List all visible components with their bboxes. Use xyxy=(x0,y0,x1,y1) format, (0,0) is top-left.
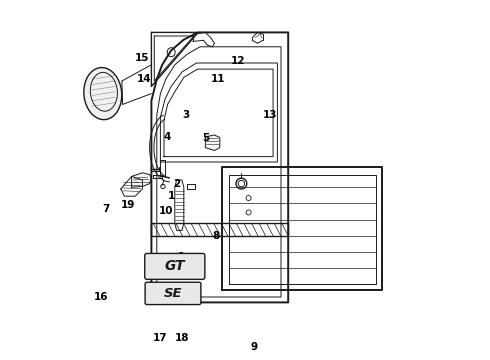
Text: 9: 9 xyxy=(250,342,258,352)
Ellipse shape xyxy=(84,68,122,120)
Text: 16: 16 xyxy=(94,292,108,302)
Text: 8: 8 xyxy=(213,231,220,241)
Text: 1: 1 xyxy=(168,191,175,201)
Text: 14: 14 xyxy=(137,74,151,84)
Text: SE: SE xyxy=(164,287,182,300)
Text: 3: 3 xyxy=(182,110,189,120)
Text: 18: 18 xyxy=(175,333,189,343)
Text: 2: 2 xyxy=(173,179,180,189)
FancyBboxPatch shape xyxy=(145,253,205,279)
Text: 19: 19 xyxy=(121,200,135,210)
Text: 4: 4 xyxy=(164,132,171,142)
Text: GT: GT xyxy=(165,260,185,273)
Text: 7: 7 xyxy=(103,204,110,214)
Text: 6: 6 xyxy=(176,252,184,262)
Text: 13: 13 xyxy=(263,110,277,120)
Text: 12: 12 xyxy=(231,56,245,66)
Polygon shape xyxy=(205,135,220,150)
Text: 10: 10 xyxy=(159,206,173,216)
FancyBboxPatch shape xyxy=(145,282,201,305)
Text: 5: 5 xyxy=(202,132,209,143)
Text: 15: 15 xyxy=(135,53,149,63)
Polygon shape xyxy=(132,173,151,187)
Text: 11: 11 xyxy=(211,74,225,84)
Text: 17: 17 xyxy=(153,333,168,343)
